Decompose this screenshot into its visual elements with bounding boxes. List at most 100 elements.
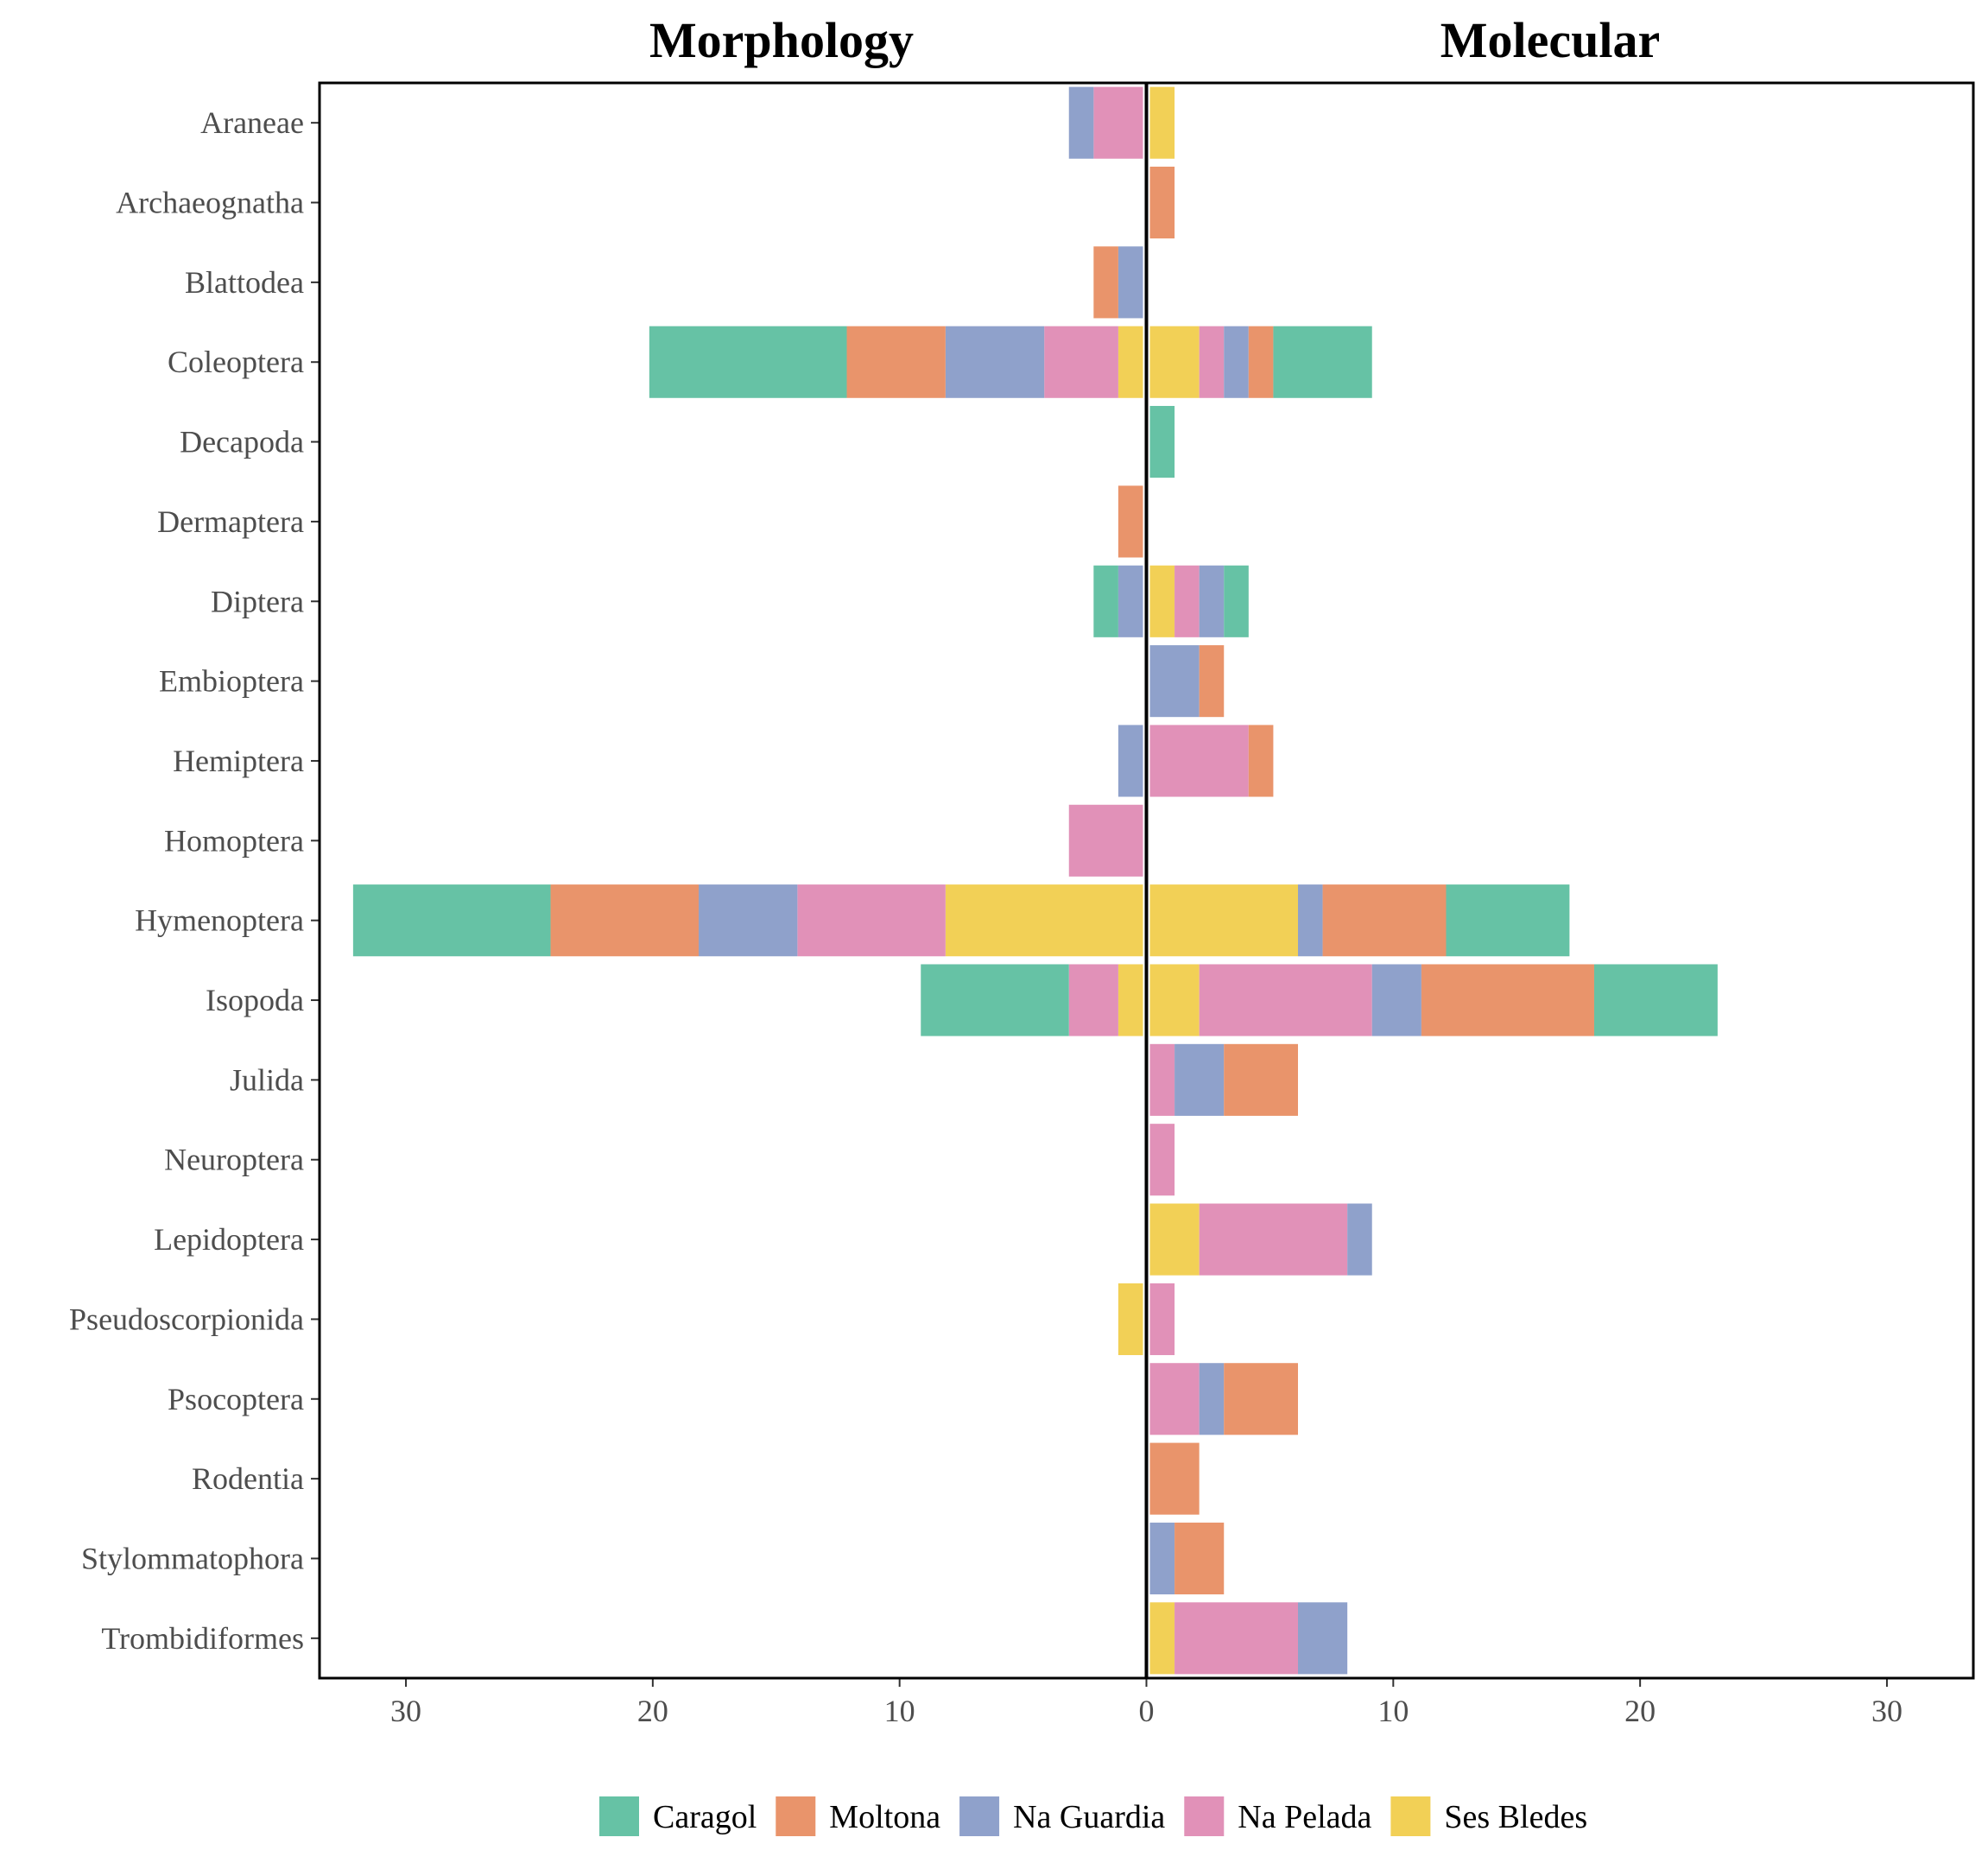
legend: Caragol Moltona Na Guardia Na Pelada Ses Ble… xyxy=(599,1796,1587,1836)
category-label-diptera: Diptera xyxy=(211,584,304,618)
category-label-archaeognatha: Archaeognatha xyxy=(116,186,304,220)
bar-molecular-coleoptera-ses-bledes xyxy=(1149,326,1200,398)
bar-morphology-hymenoptera-moltona xyxy=(550,884,700,957)
bar-molecular-diptera-na-guardia xyxy=(1199,565,1225,637)
category-label-stylommatophora: Stylommatophora xyxy=(81,1541,304,1575)
bar-molecular-decapoda-caragol xyxy=(1149,406,1175,478)
bar-morphology-coleoptera-na-pelada xyxy=(1044,326,1118,398)
bar-morphology-hemiptera-na-guardia xyxy=(1117,725,1143,797)
x-tick-label: 10 xyxy=(1377,1694,1409,1728)
category-label-hymenoptera: Hymenoptera xyxy=(135,903,304,938)
x-axis: 30 20 10 0 10 20 30 xyxy=(390,1678,1903,1728)
legend-swatch-moltona xyxy=(776,1796,816,1836)
category-label-rodentia: Rodentia xyxy=(192,1461,304,1496)
bar-molecular-julida-moltona xyxy=(1224,1043,1298,1116)
bar-morphology-araneae-na-guardia xyxy=(1068,86,1094,159)
bar-morphology-diptera-caragol xyxy=(1093,565,1118,637)
bar-molecular-araneae-ses-bledes xyxy=(1149,86,1175,159)
legend-label-caragol: Caragol xyxy=(653,1799,757,1835)
x-tick-label: 20 xyxy=(1624,1694,1656,1728)
category-label-embioptera: Embioptera xyxy=(159,664,304,699)
category-label-lepidoptera: Lepidoptera xyxy=(154,1222,304,1257)
category-label-julida: Julida xyxy=(230,1062,304,1097)
bar-molecular-julida-na-pelada xyxy=(1149,1043,1175,1116)
category-label-decapoda: Decapoda xyxy=(180,425,304,459)
bar-molecular-hemiptera-na-pelada xyxy=(1149,725,1249,797)
category-label-pseudoscorpionida: Pseudoscorpionida xyxy=(69,1302,304,1336)
bar-morphology-pseudoscorpionida-ses-bledes xyxy=(1117,1283,1143,1355)
bar-molecular-hymenoptera-ses-bledes xyxy=(1149,884,1298,957)
category-label-trombidiformes: Trombidiformes xyxy=(101,1621,304,1656)
bar-molecular-hymenoptera-na-guardia xyxy=(1297,884,1323,957)
bar-molecular-isopoda-na-pelada xyxy=(1199,964,1372,1036)
bar-molecular-trombidiformes-na-pelada xyxy=(1174,1602,1298,1675)
bar-morphology-coleoptera-caragol xyxy=(649,326,847,398)
x-tick-label: 30 xyxy=(390,1694,421,1728)
bar-molecular-psocoptera-na-guardia xyxy=(1199,1363,1225,1435)
category-label-psocoptera: Psocoptera xyxy=(168,1382,304,1416)
bar-molecular-diptera-caragol xyxy=(1224,565,1249,637)
bar-molecular-stylommatophora-moltona xyxy=(1174,1522,1225,1595)
bar-molecular-diptera-ses-bledes xyxy=(1149,565,1175,637)
bar-morphology-blattodea-na-guardia xyxy=(1117,246,1143,319)
bar-molecular-archaeognatha-moltona xyxy=(1149,166,1175,239)
category-label-isopoda: Isopoda xyxy=(206,983,304,1017)
bar-morphology-hymenoptera-ses-bledes xyxy=(945,884,1143,957)
bar-molecular-isopoda-na-guardia xyxy=(1371,964,1421,1036)
category-label-dermaptera: Dermaptera xyxy=(157,504,304,539)
bar-morphology-homoptera-na-pelada xyxy=(1068,804,1143,877)
bar-morphology-hymenoptera-caragol xyxy=(352,884,551,957)
bar-molecular-hymenoptera-moltona xyxy=(1322,884,1447,957)
category-label-araneae: Araneae xyxy=(200,105,304,140)
x-tick-label: 0 xyxy=(1139,1694,1155,1728)
category-label-hemiptera: Hemiptera xyxy=(173,744,304,778)
bar-molecular-lepidoptera-na-guardia xyxy=(1347,1203,1372,1276)
bar-molecular-hymenoptera-caragol xyxy=(1446,884,1570,957)
bar-molecular-coleoptera-na-pelada xyxy=(1199,326,1225,398)
legend-swatch-ses-bledes xyxy=(1390,1796,1431,1836)
bar-morphology-isopoda-ses-bledes xyxy=(1117,964,1143,1036)
molecular-title: Molecular xyxy=(1440,12,1660,68)
bar-molecular-coleoptera-na-guardia xyxy=(1224,326,1249,398)
bar-molecular-coleoptera-moltona xyxy=(1248,326,1274,398)
x-tick-label: 10 xyxy=(884,1694,915,1728)
bar-molecular-trombidiformes-na-guardia xyxy=(1297,1602,1348,1675)
x-tick-label: 30 xyxy=(1871,1694,1903,1728)
bar-molecular-lepidoptera-na-pelada xyxy=(1199,1203,1348,1276)
bar-molecular-neuroptera-na-pelada xyxy=(1149,1124,1175,1196)
bar-morphology-hymenoptera-na-guardia xyxy=(699,884,798,957)
category-label-homoptera: Homoptera xyxy=(164,823,304,858)
bar-molecular-diptera-na-pelada xyxy=(1174,565,1200,637)
legend-label-na-pelada: Na Pelada xyxy=(1238,1799,1371,1835)
legend-swatch-na-guardia xyxy=(959,1796,1000,1836)
bar-molecular-embioptera-na-guardia xyxy=(1149,645,1200,718)
bar-molecular-lepidoptera-ses-bledes xyxy=(1149,1203,1200,1276)
bar-molecular-pseudoscorpionida-na-pelada xyxy=(1149,1283,1175,1355)
bar-morphology-coleoptera-moltona xyxy=(846,326,946,398)
bar-molecular-psocoptera-na-pelada xyxy=(1149,1363,1200,1435)
bar-molecular-embioptera-moltona xyxy=(1199,645,1225,718)
bar-molecular-isopoda-moltona xyxy=(1421,964,1594,1036)
bar-morphology-coleoptera-na-guardia xyxy=(945,326,1045,398)
bar-morphology-coleoptera-ses-bledes xyxy=(1117,326,1143,398)
bar-molecular-isopoda-ses-bledes xyxy=(1149,964,1200,1036)
bar-morphology-dermaptera-moltona xyxy=(1117,485,1143,558)
bar-molecular-psocoptera-moltona xyxy=(1224,1363,1298,1435)
legend-label-moltona: Moltona xyxy=(829,1799,940,1835)
category-label-neuroptera: Neuroptera xyxy=(164,1143,304,1177)
bars-layer xyxy=(352,86,1718,1675)
legend-swatch-na-pelada xyxy=(1184,1796,1225,1836)
plot-panel-border xyxy=(318,81,1975,1680)
bar-molecular-hemiptera-moltona xyxy=(1248,725,1274,797)
category-label-blattodea: Blattodea xyxy=(185,265,304,300)
legend-label-na-guardia: Na Guardia xyxy=(1013,1799,1165,1835)
bar-morphology-araneae-na-pelada xyxy=(1093,86,1143,159)
bar-molecular-stylommatophora-na-guardia xyxy=(1149,1522,1175,1595)
bar-molecular-coleoptera-caragol xyxy=(1273,326,1372,398)
bar-molecular-rodentia-moltona xyxy=(1149,1442,1200,1515)
bar-morphology-blattodea-moltona xyxy=(1093,246,1118,319)
bar-morphology-hymenoptera-na-pelada xyxy=(797,884,946,957)
category-labels: Araneae Archaeognatha Blattodea Coleoptera D… xyxy=(69,105,320,1656)
legend-swatch-caragol xyxy=(599,1796,639,1836)
